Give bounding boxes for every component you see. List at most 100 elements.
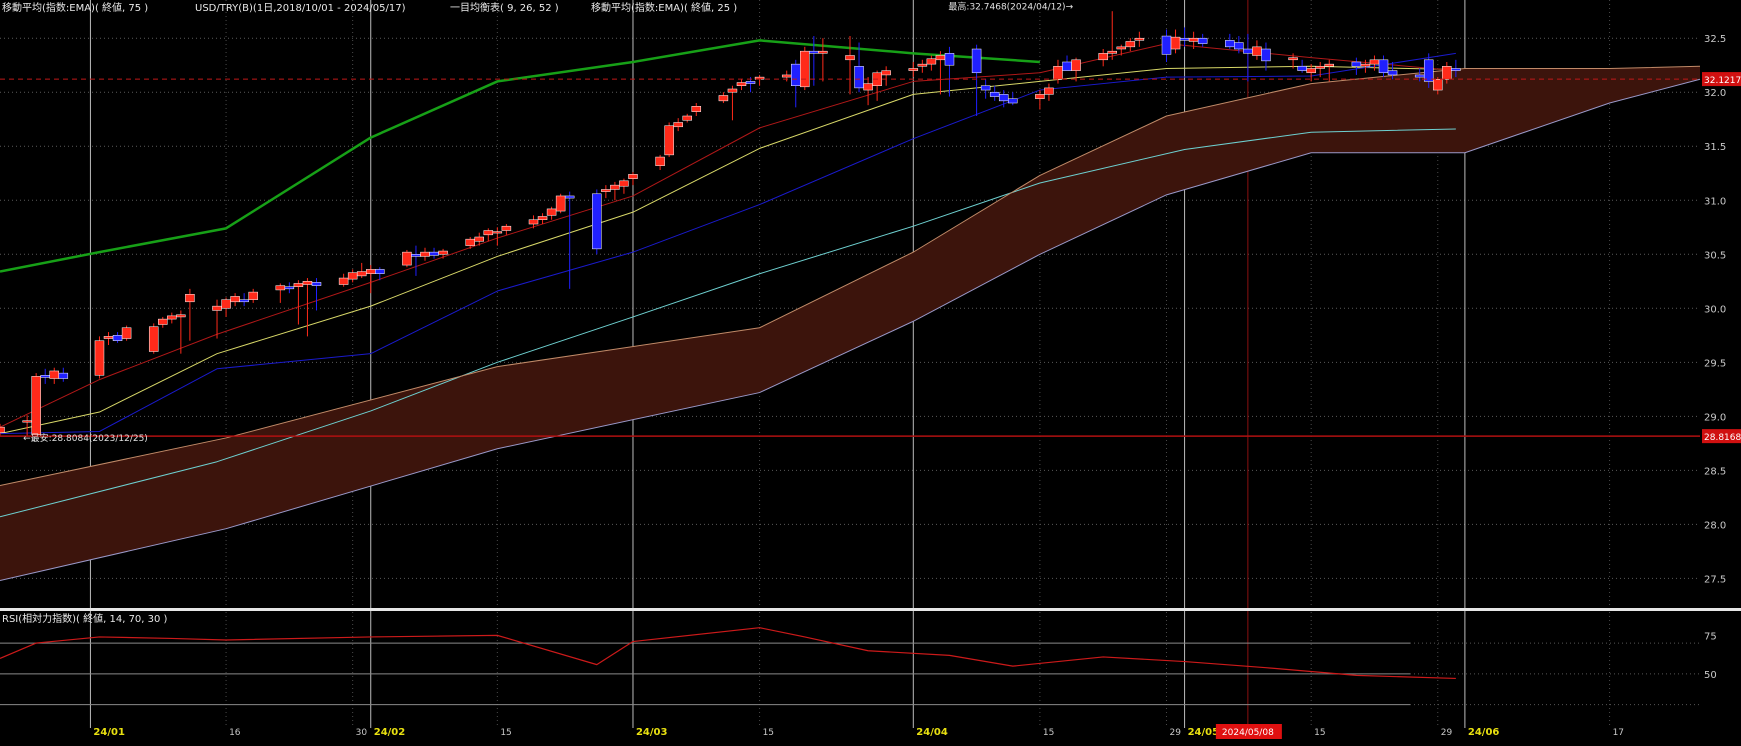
- candle-body: [1360, 63, 1371, 67]
- candle-body: [112, 335, 123, 341]
- candle-body: [40, 375, 50, 378]
- low-annotation: ←最安:28.8084(2023/12/25): [23, 432, 148, 444]
- candle-body: [619, 180, 629, 187]
- high-annotation: 最高:32.7468(2024/04/12)→: [948, 1, 1073, 13]
- candle: [691, 103, 702, 116]
- current-price-label: 32.1217: [1704, 76, 1741, 86]
- low-price-label: 28.8168: [1704, 433, 1741, 443]
- candle-body: [944, 53, 955, 66]
- rsi-legend: RSI(相対力指数)( 終値, 14, 70, 30 ): [2, 612, 168, 625]
- candle: [1197, 33, 1208, 47]
- candle-body: [22, 420, 32, 423]
- candle: [845, 36, 855, 95]
- candle: [736, 79, 747, 91]
- candle-body: [926, 58, 937, 65]
- y-tick-label: 29.5: [1704, 358, 1726, 369]
- candle-body: [610, 184, 620, 190]
- y-tick-label: 31.0: [1704, 196, 1726, 207]
- candle: [465, 236, 475, 249]
- series-line-ema-25: [0, 65, 1456, 435]
- candle: [492, 227, 503, 246]
- candle: [158, 316, 168, 328]
- candle: [338, 273, 349, 287]
- rsi-tick-label: 75: [1704, 631, 1717, 642]
- candle-body: [1161, 35, 1172, 55]
- candle-body: [1306, 68, 1316, 74]
- candle-body: [1297, 66, 1307, 71]
- candle: [148, 323, 159, 354]
- candle-body: [1387, 70, 1398, 76]
- candle: [1288, 53, 1298, 69]
- candle-body: [1351, 61, 1362, 67]
- candle: [438, 248, 448, 259]
- candle-body: [546, 208, 557, 216]
- candle-body: [818, 50, 828, 54]
- candle-body: [302, 281, 313, 285]
- candle: [1234, 36, 1244, 54]
- rsi-line: [0, 627, 1456, 680]
- candle: [239, 293, 249, 307]
- candle: [501, 224, 512, 235]
- candle-body: [1442, 66, 1452, 80]
- candle-body: [375, 269, 385, 274]
- candle-body: [1324, 63, 1335, 67]
- series-line-ema-75: [0, 128, 1456, 518]
- candle-body: [1378, 59, 1389, 74]
- candle-body: [176, 314, 186, 318]
- candle-body: [1125, 41, 1136, 48]
- candle-body: [429, 251, 439, 256]
- rsi-layer: [0, 627, 1700, 706]
- candle-body: [501, 225, 512, 231]
- candle: [402, 249, 412, 268]
- candle-body: [1035, 94, 1045, 99]
- candle: [854, 42, 864, 93]
- candle-body: [474, 236, 485, 242]
- candle: [1071, 57, 1081, 82]
- candle: [628, 172, 638, 186]
- candle: [375, 267, 385, 281]
- candle: [284, 282, 295, 294]
- candle: [682, 113, 692, 123]
- candle-body: [31, 376, 41, 435]
- candle-body: [881, 70, 891, 76]
- candle: [619, 178, 629, 194]
- candle: [592, 189, 602, 255]
- candle: [664, 122, 674, 158]
- axis-layer: 32.5 32.0 31.5 31.0 30.5 30.0 29.5 29.0 28.5 28.0…: [93, 34, 1726, 739]
- candle-body: [230, 296, 240, 303]
- candle-body: [365, 269, 376, 274]
- x-tick-label: 24/03: [636, 727, 668, 738]
- candle-body: [438, 250, 448, 255]
- candle: [926, 55, 937, 71]
- candle-body: [1170, 36, 1181, 50]
- candle-body: [402, 251, 412, 266]
- y-tick-label: 32.5: [1704, 34, 1726, 45]
- candle: [1433, 77, 1443, 95]
- candle: [564, 191, 575, 289]
- series-line-tenkan: [0, 43, 1456, 428]
- candle-body: [601, 189, 611, 192]
- y-tick-label: 28.0: [1704, 520, 1726, 531]
- candle: [1423, 53, 1434, 88]
- x-tick-label: 16: [229, 728, 241, 738]
- candle: [546, 206, 557, 220]
- candle-body: [1134, 37, 1145, 41]
- candle-body: [1225, 40, 1235, 48]
- candle-body: [1315, 66, 1325, 69]
- candle-body: [1116, 46, 1127, 50]
- candle-body: [691, 106, 702, 112]
- series-line-kijun: [0, 52, 1456, 435]
- x-tick-label: 30: [356, 728, 368, 738]
- candle-body: [1414, 74, 1425, 78]
- candle: [1261, 42, 1271, 71]
- candle-body: [592, 193, 602, 250]
- candle: [1451, 59, 1461, 78]
- candle: [655, 154, 665, 171]
- candle: [980, 79, 991, 99]
- candle-body: [1098, 53, 1108, 61]
- candle: [293, 280, 304, 325]
- candle-body: [275, 285, 286, 291]
- candle-body: [239, 299, 249, 303]
- header-legend: 移動平均(指数:EMA)( 終値, 75 ) USD/TRY(B)(1日,201…: [2, 1, 737, 14]
- candle-body: [1234, 42, 1244, 50]
